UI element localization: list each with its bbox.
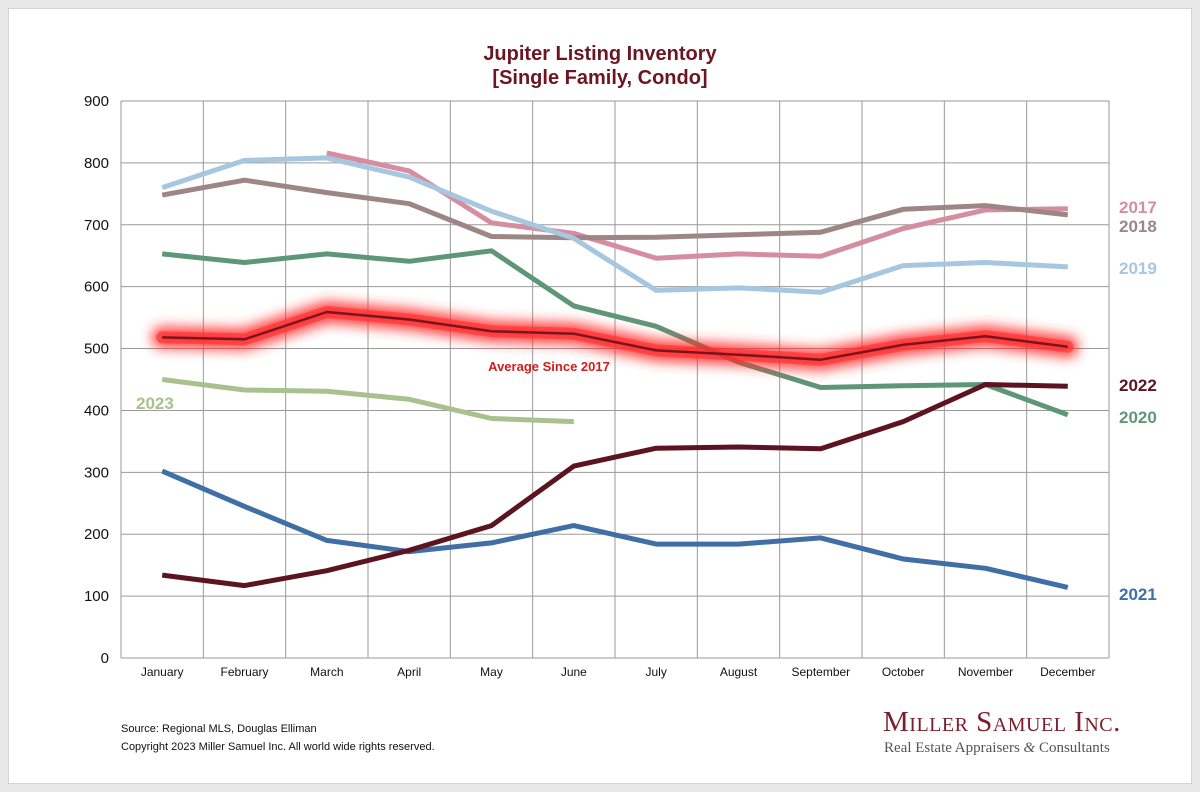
x-tick-label: April — [397, 665, 421, 679]
y-tick-label: 800 — [84, 155, 109, 172]
series-line-2023 — [161, 377, 574, 425]
x-tick-label: July — [645, 665, 666, 679]
x-tick-label: March — [310, 665, 343, 679]
series-line-2022 — [161, 382, 1068, 589]
y-tick-label: 600 — [84, 279, 109, 296]
series-label-2021: 2021 — [1119, 585, 1157, 604]
series-label-2020: 2020 — [1119, 408, 1157, 427]
chart-subtitle: [Single Family, Condo] — [492, 67, 708, 89]
x-tick-label: February — [220, 665, 268, 679]
copyright-note: Copyright 2023 Miller Samuel Inc. All wo… — [121, 741, 435, 753]
series-label-2023: 2023 — [136, 394, 174, 413]
y-tick-label: 300 — [84, 464, 109, 481]
y-tick-label: 100 — [84, 588, 109, 605]
series-label-2017: 2017 — [1119, 198, 1157, 217]
series-label-2018: 2018 — [1119, 217, 1157, 236]
x-tick-label: September — [791, 665, 850, 679]
axes: 0 100 200 300 400 500 600 700 800 900 January Febru… — [84, 93, 1096, 679]
y-tick-label: 900 — [84, 93, 109, 110]
y-tick-label: 200 — [84, 526, 109, 543]
series-line-2018 — [161, 177, 1069, 241]
average-line — [162, 310, 1068, 361]
tagline-start: Real Estate Appraisers — [884, 740, 1024, 756]
series-line-2017 — [326, 150, 1068, 261]
series-lines — [151, 150, 1079, 590]
tagline-ampersand: & — [1023, 740, 1036, 756]
series-line-2020 — [161, 248, 1069, 418]
x-tick-label: December — [1040, 665, 1095, 679]
chart-frame: Jupiter Listing Inventory [Single Family… — [8, 8, 1192, 784]
x-tick-label: May — [480, 665, 503, 679]
company-logo-name: Miller Samuel Inc. — [883, 706, 1121, 738]
x-tick-label: August — [720, 665, 758, 679]
x-tick-label: October — [882, 665, 925, 679]
x-tick-label: January — [141, 665, 184, 679]
line-chart: 0 100 200 300 400 500 600 700 800 900 January Febru… — [84, 93, 1157, 679]
y-tick-label: 0 — [101, 650, 109, 667]
source-note: Source: Regional MLS, Douglas Elliman — [121, 723, 317, 735]
y-tick-label: 500 — [84, 341, 109, 358]
series-line-2021 — [161, 468, 1069, 590]
average-annotation: Average Since 2017 — [488, 359, 610, 374]
x-tick-label: June — [561, 665, 587, 679]
chart-title: Jupiter Listing Inventory — [483, 43, 717, 65]
y-tick-label: 400 — [84, 402, 109, 419]
y-tick-label: 700 — [84, 217, 109, 234]
company-logo-tagline: Real Estate Appraisers & Consultants — [884, 740, 1110, 757]
series-label-2019: 2019 — [1119, 259, 1157, 278]
series-line-2019 — [161, 155, 1068, 295]
tagline-end: Consultants — [1035, 740, 1110, 756]
x-tick-label: November — [958, 665, 1013, 679]
series-label-2022: 2022 — [1119, 376, 1157, 395]
